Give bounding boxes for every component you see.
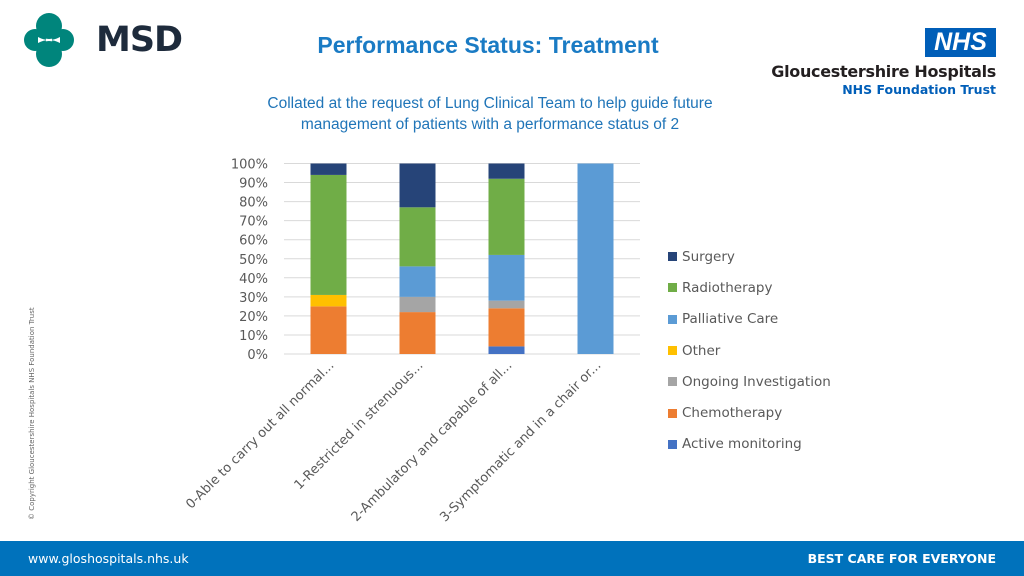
- legend-swatch-icon: [668, 252, 677, 262]
- legend-label: Ongoing Investigation: [682, 373, 831, 390]
- bar-segment: [577, 163, 614, 354]
- legend-label: Palliative Care: [682, 311, 779, 328]
- legend-swatch-icon: [668, 314, 677, 324]
- legend-item: Surgery: [668, 241, 831, 272]
- org-trust: NHS Foundation Trust: [842, 82, 996, 97]
- y-axis-ticks: 0% 10% 20% 30% 40% 50% 60% 70% 80% 90% 100%: [231, 158, 268, 364]
- legend-label: Other: [682, 342, 721, 359]
- y-tick-label: 30%: [239, 291, 268, 306]
- bar-segment: [399, 296, 436, 313]
- stacked-bar-chart: 0% 10% 20% 30% 40% 50% 60% 70% 80% 90% 100% 0-Able…: [183, 158, 640, 525]
- subtitle-line-2: management of patients with a performanc…: [300, 116, 680, 133]
- y-tick-label: 50%: [239, 253, 268, 268]
- bar-segment: [399, 207, 436, 267]
- legend-swatch-icon: [668, 346, 677, 356]
- legend-item: Chemotherapy: [668, 397, 831, 428]
- legend-item: Ongoing Investigation: [668, 366, 831, 397]
- footer-tagline: BEST CARE FOR EVERYONE: [807, 551, 996, 566]
- y-tick-label: 0%: [247, 348, 268, 363]
- bar-segment: [399, 266, 436, 297]
- y-tick-label: 100%: [231, 158, 268, 173]
- bar-segment: [310, 174, 347, 295]
- chart-bars: [310, 163, 614, 354]
- x-tick-label: 3-Symptomatic and in a chair or...: [437, 358, 604, 525]
- bar-segment: [310, 306, 347, 354]
- bar-segment: [310, 294, 347, 307]
- msd-logo-text: MSD: [96, 20, 183, 60]
- msd-logo-icon: [24, 13, 74, 67]
- bar-segment: [488, 254, 525, 301]
- bar-segment: [399, 163, 436, 208]
- legend-swatch-icon: [668, 439, 677, 449]
- legend-swatch-icon: [668, 283, 677, 293]
- bar-segment: [399, 312, 436, 354]
- legend-label: Active monitoring: [682, 436, 802, 453]
- legend-label: Chemotherapy: [682, 405, 783, 422]
- y-tick-label: 80%: [239, 196, 268, 211]
- subtitle-line-1: Collated at the request of Lung Clinical…: [267, 95, 713, 112]
- x-tick-label: 2-Ambulatory and capable of all...: [349, 358, 516, 525]
- legend-item: Active monitoring: [668, 429, 831, 460]
- bar-segment: [488, 178, 525, 255]
- page-title: Performance Status: Treatment: [317, 32, 659, 58]
- legend-swatch-icon: [668, 408, 677, 418]
- legend-item: Palliative Care: [668, 304, 831, 335]
- bar-segment: [310, 163, 347, 175]
- legend-label: Surgery: [682, 248, 735, 265]
- y-tick-label: 40%: [239, 272, 268, 287]
- x-axis-labels: 0-Able to carry out all normal...1-Restr…: [183, 358, 604, 525]
- footer-url-link[interactable]: www.gloshospitals.nhs.uk: [28, 551, 189, 566]
- y-tick-label: 70%: [239, 215, 268, 230]
- legend-label: Radiotherapy: [682, 279, 773, 296]
- y-tick-label: 10%: [239, 329, 268, 344]
- bar-segment: [488, 163, 525, 179]
- x-tick-label: 0-Able to carry out all normal...: [183, 358, 337, 512]
- bar-segment: [488, 346, 525, 354]
- page-subtitle: Collated at the request of Lung Clinical…: [205, 93, 775, 135]
- org-name: Gloucestershire Hospitals: [771, 62, 996, 81]
- nhs-logo: NHS: [925, 28, 996, 57]
- legend-swatch-icon: [668, 377, 677, 387]
- y-tick-label: 20%: [239, 310, 268, 325]
- y-tick-label: 60%: [239, 234, 268, 249]
- footer-bar: www.gloshospitals.nhs.uk BEST CARE FOR E…: [0, 541, 1024, 576]
- legend-item: Other: [668, 335, 831, 366]
- bar-segment: [488, 300, 525, 309]
- bar-segment: [488, 308, 525, 347]
- y-tick-label: 90%: [239, 177, 268, 192]
- legend-item: Radiotherapy: [668, 272, 831, 303]
- chart-legend: Surgery Radiotherapy Palliative Care Other O…: [668, 241, 831, 460]
